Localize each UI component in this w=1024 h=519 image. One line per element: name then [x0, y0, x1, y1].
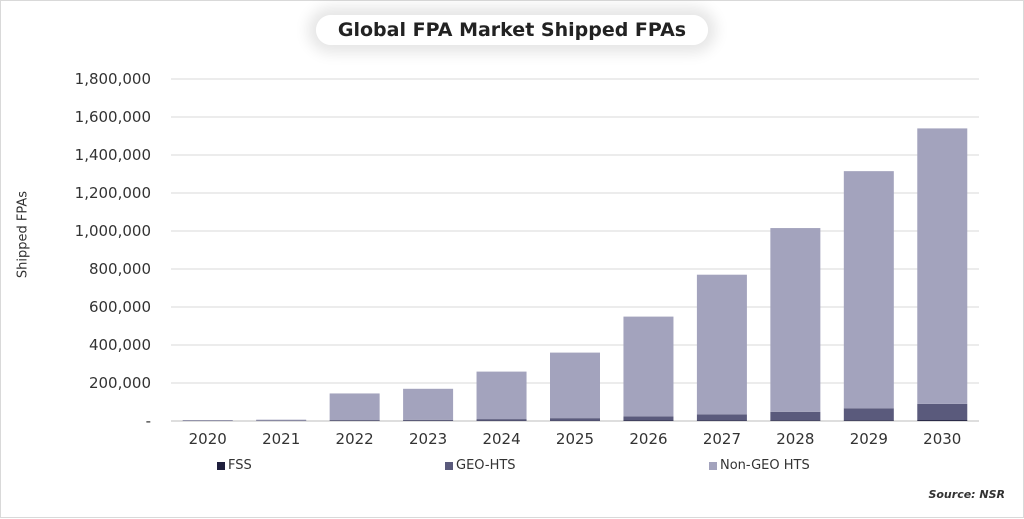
x-tick-label: 2029	[850, 430, 888, 448]
x-tick-label: 2024	[482, 430, 520, 448]
bar-segment	[623, 317, 673, 417]
bar-segment	[917, 404, 967, 420]
bar-segment	[256, 420, 306, 421]
x-tick-label: 2021	[262, 430, 300, 448]
legend-item-fss: FSS	[217, 458, 252, 473]
legend-swatch-geo-hts	[445, 462, 453, 470]
bar-segment	[183, 420, 233, 421]
y-tick-label: 1,800,000	[75, 70, 151, 88]
bar-segment	[697, 275, 747, 415]
bar-segment	[330, 420, 380, 421]
legend-item-non-geo-hts: Non-GEO HTS	[709, 458, 810, 473]
bar-segment	[697, 420, 747, 421]
bar-segment	[770, 420, 820, 421]
legend-swatch-fss	[217, 462, 225, 470]
legend-label-fss: FSS	[228, 458, 252, 473]
y-tick-label: 1,200,000	[75, 184, 151, 202]
bar-segment	[844, 171, 894, 408]
x-tick-label: 2023	[409, 430, 447, 448]
y-tick-label: 1,600,000	[75, 108, 151, 126]
y-tick-label: 1,400,000	[75, 146, 151, 164]
x-tick-label: 2027	[703, 430, 741, 448]
y-tick-label: 600,000	[89, 298, 151, 316]
bar-segment	[844, 420, 894, 421]
bar-segment	[770, 412, 820, 421]
bar-segment	[917, 128, 967, 404]
y-tick-label: 400,000	[89, 336, 151, 354]
bar-segment	[477, 372, 527, 420]
bar-segment	[330, 393, 380, 420]
x-tick-label: 2026	[629, 430, 667, 448]
legend-swatch-non-geo-hts	[709, 462, 717, 470]
bar-segment	[550, 353, 600, 419]
y-tick-label: 800,000	[89, 260, 151, 278]
x-tick-label: 2022	[336, 430, 374, 448]
legend-label-non-geo-hts: Non-GEO HTS	[720, 458, 810, 473]
bar-segment	[697, 414, 747, 420]
bar-segment	[623, 416, 673, 420]
legend-item-geo-hts: GEO-HTS	[445, 458, 516, 473]
legend: FSS GEO-HTS Non-GEO HTS	[1, 458, 1024, 478]
bar-segment	[550, 418, 600, 420]
legend-label-geo-hts: GEO-HTS	[456, 458, 516, 473]
bar-segment	[403, 389, 453, 420]
source-note: Source: NSR	[928, 488, 1005, 501]
y-tick-label: 1,000,000	[75, 222, 151, 240]
bar-segment	[403, 420, 453, 421]
bar-segment	[917, 420, 967, 421]
x-tick-label: 2020	[189, 430, 227, 448]
y-tick-label: 200,000	[89, 374, 151, 392]
x-tick-label: 2028	[776, 430, 814, 448]
bar-segment	[844, 408, 894, 420]
bar-segment	[477, 419, 527, 421]
x-tick-label: 2030	[923, 430, 961, 448]
bar-segment	[770, 228, 820, 412]
y-tick-label: -	[146, 412, 151, 430]
x-tick-label: 2025	[556, 430, 594, 448]
